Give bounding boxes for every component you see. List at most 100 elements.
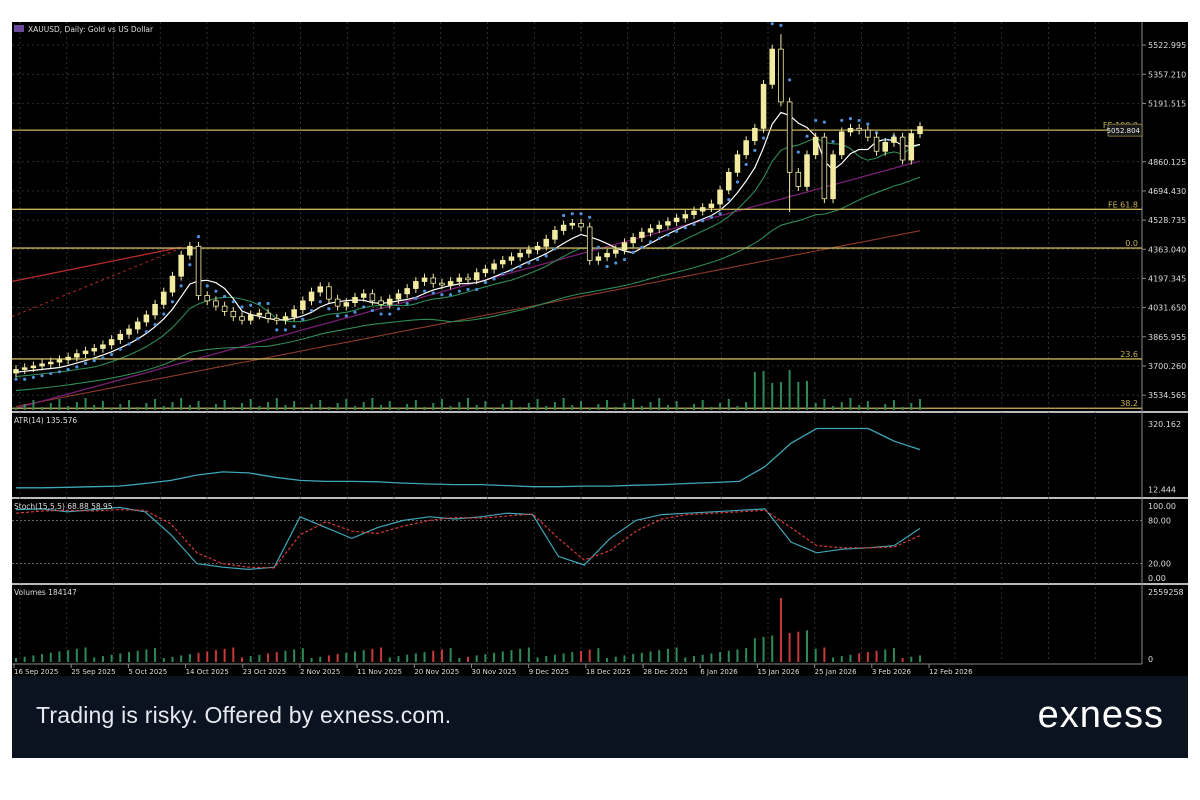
price-axis-label: 4197.345	[1148, 274, 1186, 283]
volume-bar	[510, 650, 513, 662]
volume-bar	[623, 655, 626, 662]
fib-level-label: 0.0	[1125, 239, 1138, 248]
candle-body	[917, 126, 923, 135]
price-volume-bar	[249, 399, 252, 410]
sar-dot	[309, 308, 314, 313]
time-axis-label: 25 Sep 2025	[71, 668, 115, 676]
candle-body	[517, 252, 523, 258]
sar-dot	[422, 289, 427, 293]
volume-bar	[832, 657, 835, 662]
candle-body	[82, 350, 89, 355]
volume-panel-title: Volumes 184147	[14, 588, 77, 597]
candle-body	[491, 263, 497, 270]
price-volume-bar	[223, 400, 226, 410]
candle-body	[726, 171, 732, 191]
price-volume-bar	[75, 402, 78, 410]
price-axis-label: 5522.995	[1148, 41, 1186, 50]
price-volume-bar	[258, 406, 261, 410]
candle-body	[56, 359, 63, 363]
candle-body	[369, 293, 376, 302]
candle-body	[326, 286, 332, 300]
volume-bar	[162, 658, 165, 662]
candle-body	[578, 223, 584, 228]
volume-bar	[814, 648, 817, 662]
sar-dot	[848, 117, 853, 121]
sar-dot	[292, 324, 296, 328]
panel-price	[12, 22, 1188, 410]
sar-dot	[562, 213, 566, 218]
price-volume-bar	[32, 400, 35, 410]
sar-dot	[205, 284, 209, 288]
candle-body	[317, 286, 323, 293]
price-volume-bar	[640, 406, 643, 410]
price-axis-label: 4528.735	[1148, 216, 1186, 225]
volume-bar	[779, 597, 782, 662]
price-volume-bar	[275, 398, 278, 410]
volume-bar	[675, 647, 678, 662]
price-volume-bar	[675, 401, 678, 410]
volume-bar	[527, 647, 530, 662]
sar-dot	[735, 180, 740, 184]
volume-bar	[501, 651, 504, 662]
candle-body	[465, 277, 471, 281]
volume-bar	[301, 648, 304, 662]
sar-dot	[170, 300, 175, 304]
volume-bar	[180, 655, 183, 662]
sar-dot	[466, 287, 470, 292]
volume-bar	[693, 656, 695, 662]
price-volume-bar	[536, 399, 539, 410]
volume-bar	[632, 654, 635, 662]
price-volume-bar	[666, 405, 669, 410]
price-volume-bar	[736, 406, 739, 410]
sar-dot	[501, 271, 505, 276]
candle-body	[300, 300, 306, 311]
candle-body	[534, 245, 541, 251]
price-volume-bar	[797, 382, 800, 410]
candle-body	[30, 365, 37, 369]
volume-bar	[658, 650, 661, 662]
candle-body	[552, 230, 558, 240]
volume-bar	[553, 654, 556, 662]
candle-body	[169, 275, 176, 293]
volume-bar	[188, 654, 191, 662]
candle-body	[734, 154, 741, 173]
price-volume-bar	[545, 406, 548, 410]
stoch-axis-label: 100.00	[1148, 502, 1176, 511]
sar-dot	[814, 118, 818, 123]
time-axis-label: 15 Jan 2026	[757, 668, 800, 676]
price-volume-bar	[632, 399, 635, 410]
candle-body	[221, 305, 228, 312]
volume-bar	[93, 657, 96, 662]
price-volume-bar	[745, 402, 748, 410]
candle-body	[682, 214, 689, 219]
candle-body	[665, 221, 671, 226]
price-volume-bar	[858, 405, 861, 410]
price-volume-bar	[910, 403, 913, 410]
price-volume-bar	[214, 404, 217, 410]
price-volume-bar	[197, 401, 200, 410]
volume-bar	[388, 657, 391, 662]
price-volume-bar	[701, 400, 704, 410]
volume-bar	[875, 650, 878, 662]
candle-body	[178, 254, 184, 277]
candle-body	[282, 316, 289, 321]
price-volume-bar	[154, 399, 157, 410]
sar-dot	[249, 303, 253, 307]
sar-dot	[153, 323, 157, 327]
volume-bar	[336, 654, 339, 662]
candle-body	[847, 127, 854, 133]
volume-bar	[684, 657, 687, 662]
price-volume-bar	[597, 404, 600, 410]
time-axis-label: 23 Oct 2025	[243, 668, 286, 676]
volume-bar	[84, 647, 87, 662]
sar-dot	[675, 229, 679, 233]
volume-bar	[67, 650, 70, 662]
volume-bar	[571, 652, 574, 662]
volume-bar	[310, 658, 313, 662]
sar-dot	[23, 377, 27, 381]
price-volume-bar	[510, 400, 513, 410]
sar-dot	[570, 212, 574, 216]
volume-bar	[580, 650, 582, 662]
candle-body	[473, 272, 480, 281]
sar-dot	[857, 118, 861, 123]
